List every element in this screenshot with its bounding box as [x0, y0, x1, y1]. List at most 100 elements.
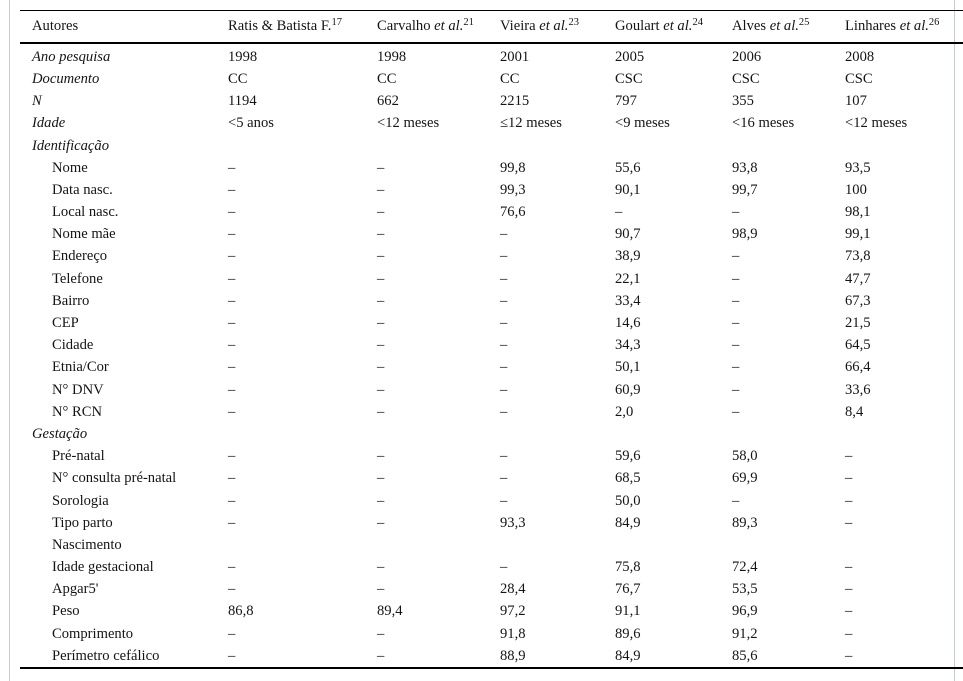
cell-value: –	[732, 292, 740, 309]
cell-value	[615, 534, 732, 556]
row-label: Gestação	[32, 425, 88, 442]
cell-value: –	[500, 403, 508, 420]
row-label: Documento	[32, 70, 100, 87]
cell-value: 98,9	[732, 226, 758, 243]
cell-value: –	[228, 403, 236, 420]
row-label: CEP	[52, 315, 79, 332]
row-label: Apgar5'	[52, 581, 99, 598]
reference-superscript: 25	[798, 17, 810, 28]
cell-value: CSC	[615, 70, 643, 87]
table-row: Sorologia – – – 50,0 – –	[20, 490, 963, 512]
cell-value: –	[500, 337, 508, 354]
cell-value	[228, 423, 377, 445]
cell-value: 91,1	[615, 603, 641, 620]
table-row: Bairro – – – 33,4 – 67,3	[20, 290, 963, 312]
cell-value: <5 anos	[228, 115, 274, 132]
cell-value: –	[500, 381, 508, 398]
column-header-study: Goulart et al.24	[615, 11, 732, 44]
study-name: Linhares	[845, 18, 897, 34]
cell-value	[845, 135, 963, 157]
cell-value: –	[732, 359, 740, 376]
row-label: Local nasc.	[52, 204, 119, 221]
cell-value: –	[377, 448, 385, 465]
cell-value: 14,6	[615, 315, 641, 332]
reference-superscript: 23	[568, 17, 579, 28]
study-name: Carvalho	[377, 18, 431, 34]
column-header-study: Vieira et al.23	[500, 11, 615, 44]
cell-value: –	[500, 359, 508, 376]
section-row: Gestação	[20, 423, 963, 445]
cell-value: –	[377, 403, 385, 420]
cell-value	[732, 135, 845, 157]
cell-value: –	[228, 514, 236, 531]
row-label: Nascimento	[52, 536, 122, 553]
column-header-study: Carvalho et al.21	[377, 11, 500, 44]
table-row: Etnia/Cor – – – 50,1 – 66,4	[20, 357, 963, 379]
scanned-figure-frame: Autores Ratis & Batista F.17 Carvalho et …	[9, 0, 963, 681]
reference-superscript: 17	[331, 17, 342, 28]
cell-value: –	[228, 581, 236, 598]
row-label: Tipo parto	[52, 514, 113, 531]
cell-value: 85,6	[732, 647, 758, 664]
cell-value: 1998	[228, 48, 258, 65]
cell-value: 33,4	[615, 292, 641, 309]
row-label: N° consulta pré-natal	[52, 470, 177, 487]
row-label: N° RCN	[52, 403, 103, 420]
cell-value: 34,3	[615, 337, 641, 354]
cell-value: CSC	[732, 70, 760, 87]
cell-value: 91,8	[500, 625, 526, 642]
table-row: Data nasc. – – 99,3 90,1 99,7 100	[20, 179, 963, 201]
cell-value: 2,0	[615, 403, 634, 420]
cell-value	[228, 534, 377, 556]
cell-value: 2001	[500, 48, 530, 65]
cell-value: CC	[500, 70, 520, 87]
cell-value: 38,9	[615, 248, 641, 265]
row-label: Data nasc.	[52, 181, 113, 198]
cell-value: –	[228, 625, 236, 642]
cell-value	[845, 534, 963, 556]
column-header-study: Linhares et al.26	[845, 11, 963, 44]
column-header-study: Alves et al.25	[732, 11, 845, 44]
cell-value: –	[732, 492, 740, 509]
table-row: N° RCN – – – 2,0 – 8,4	[20, 401, 963, 423]
study-comparison-table: Autores Ratis & Batista F.17 Carvalho et …	[20, 10, 963, 670]
row-label: N	[32, 93, 42, 110]
cell-value: 2215	[500, 93, 530, 110]
cell-value: <12 meses	[377, 115, 440, 132]
cell-value: 76,6	[500, 204, 526, 221]
cell-value: –	[377, 181, 385, 198]
cell-value: 96,9	[732, 603, 758, 620]
table-row: Tipo parto – – 93,3 84,9 89,3 –	[20, 512, 963, 534]
cell-value: –	[377, 581, 385, 598]
row-label: Perímetro cefálico	[52, 647, 160, 664]
row-label: Identificação	[32, 137, 109, 154]
cell-value: 84,9	[615, 514, 641, 531]
et-al-label: et al.	[663, 18, 693, 34]
cell-value: –	[228, 270, 236, 287]
cell-value	[845, 423, 963, 445]
cell-value	[615, 135, 732, 157]
cell-value: –	[845, 603, 853, 620]
cell-value	[732, 423, 845, 445]
cell-value: –	[845, 470, 853, 487]
row-label: Etnia/Cor	[52, 359, 109, 376]
cell-value	[377, 135, 500, 157]
cell-value: 64,5	[845, 337, 871, 354]
table-row: Comprimento – – 91,8 89,6 91,2 –	[20, 623, 963, 645]
cell-value: CC	[377, 70, 397, 87]
cell-value: 97,2	[500, 603, 526, 620]
cell-value: 33,6	[845, 381, 871, 398]
cell-value: –	[228, 359, 236, 376]
cell-value: 86,8	[228, 603, 254, 620]
table-row: Documento CC CC CC CSC CSC CSC	[20, 68, 963, 90]
cell-value: 76,7	[615, 581, 641, 598]
cell-value: 2005	[615, 48, 645, 65]
cell-value: –	[377, 381, 385, 398]
row-label: Endereço	[52, 248, 108, 265]
cell-value: 58,0	[732, 448, 758, 465]
table-row: Ano pesquisa 1998 1998 2001 2005 2006 2008	[20, 43, 963, 68]
cell-value: –	[228, 381, 236, 398]
et-al-label: et al.	[769, 18, 799, 34]
cell-value: 73,8	[845, 248, 871, 265]
cell-value: –	[228, 292, 236, 309]
